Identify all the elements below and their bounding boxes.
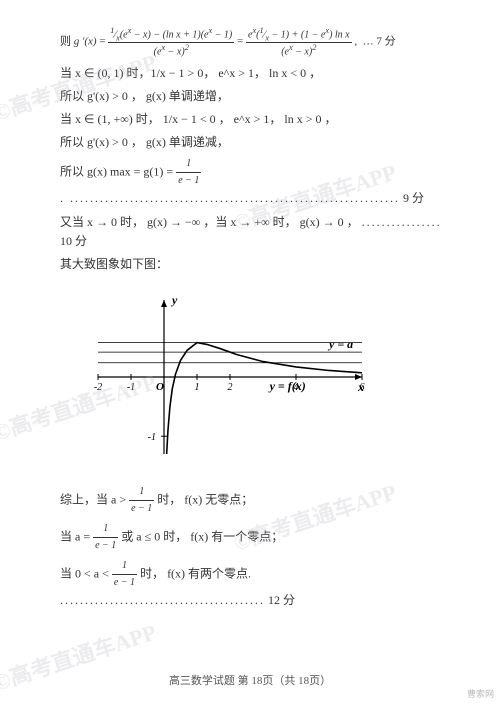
formula-gprime: 则 g '(x) = 1⁄x(ex − x) − (ln x + 1)(ex −… [60,26,450,58]
svg-text:-1: -1 [148,432,156,443]
line-inc: 所以 g'(x) > 0 ， g(x) 单调递增， [60,87,450,106]
c1-den: e − 1 [129,501,154,517]
c2-num: 1 [93,521,118,538]
conclusion-3: 当 0 < a < 1 e − 1 时， f(x) 有两个零点. .......… [60,558,450,610]
dots-12: ........................................… [60,593,265,607]
points-10: 10 分 [60,234,87,248]
line-graph-caption: 其大致图象如下图： [60,255,450,274]
c3-num: 1 [112,558,137,575]
svg-text:2: 2 [228,382,233,393]
c1-post: 时， f(x) 无零点； [157,492,253,506]
line-cond1: 当 x ∈ (0, 1) 时，1/x − 1 > 0， e^x > 1， ln … [60,64,450,83]
c1-pre: 综上，当 a > [60,492,129,506]
line-cond2: 当 x ∈ (1, +∞) 时， 1/x − 1 < 0 ， e^x > 1， … [60,110,450,129]
c2-pre: 当 a = [60,529,93,543]
c3-post: 时， f(x) 有两个零点. [140,566,251,580]
conclusion-1: 综上，当 a > 1 e − 1 时， f(x) 无零点； [60,484,450,517]
svg-text:x: x [357,380,364,394]
svg-text:O: O [156,381,164,393]
svg-text:-2: -2 [94,382,102,393]
gmax-num: 1 [176,156,201,173]
points-12: 12 分 [268,593,295,607]
svg-text:y: y [170,293,178,307]
svg-text:y = f(x): y = f(x) [268,379,306,393]
svg-text:1: 1 [195,382,200,393]
points-7: … 7 分 [363,35,396,47]
svg-text:-1: -1 [127,382,135,393]
function-chart: -2-11246-1Oyxy = ay = f(x) [80,282,450,476]
c2-post: 或 a ≤ 0 时， f(x) 有一个零点； [121,529,283,543]
gmax-pre: 所以 g(x) max = g(1) = [60,165,176,179]
points-9: 9 分 [403,191,424,205]
conclusion-2: 当 a = 1 e − 1 或 a ≤ 0 时， f(x) 有一个零点； [60,521,450,554]
corner-watermark: 曹索网 [467,687,494,700]
line-gmax: 所以 g(x) max = g(1) = 1 e − 1 . .........… [60,156,450,208]
page-footer: 高三数学试题 第 18页（共 18页） [0,672,500,688]
c3-pre: 当 0 < a < [60,566,112,580]
gmax-den: e − 1 [176,173,201,189]
c3-den: e − 1 [112,575,137,591]
dots-10: ................ [362,215,442,229]
c1-num: 1 [129,484,154,501]
svg-text:y = a: y = a [327,337,353,351]
limits-text: 又当 x → 0 时， g(x) → −∞ ，当 x → +∞ 时， g(x) … [60,215,359,229]
line-limits: 又当 x → 0 时， g(x) → −∞ ，当 x → +∞ 时， g(x) … [60,213,450,251]
c2-den: e − 1 [93,538,118,554]
dots-9: . ......................................… [60,191,400,205]
line-dec: 所以 g'(x) > 0 ， g(x) 单调递减， [60,133,450,152]
page-root: ©高考直通车APP©高考直通车APP©高考直通车APP©高考直通车APP©高考直… [0,0,500,706]
